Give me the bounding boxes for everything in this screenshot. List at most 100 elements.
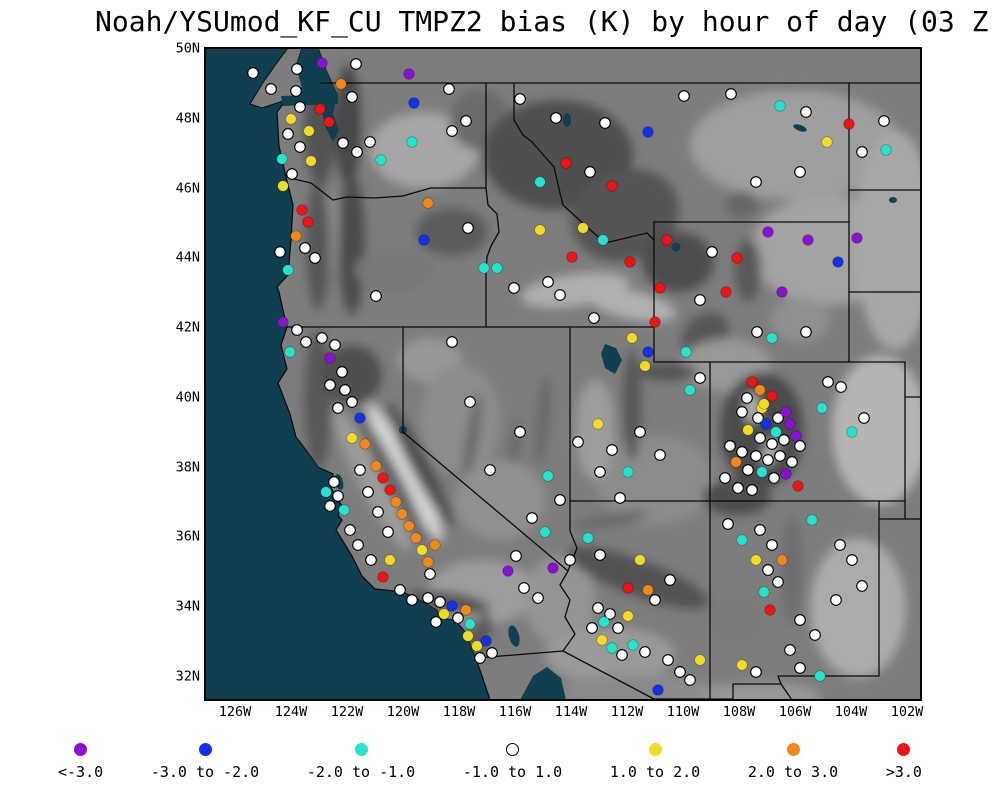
station-dot <box>362 486 374 498</box>
station-dot <box>616 649 628 661</box>
station-dot <box>582 532 594 544</box>
station-dot <box>754 524 766 536</box>
station-dot <box>344 524 356 536</box>
station-dot <box>720 286 732 298</box>
station-dot <box>742 464 754 476</box>
legend-dot <box>897 743 911 756</box>
lat-tick-label: 42N <box>176 320 200 336</box>
station-dot <box>762 226 774 238</box>
legend-label: 2.0 to 3.0 <box>747 763 839 781</box>
station-dot <box>560 157 572 169</box>
station-dot <box>800 106 812 118</box>
station-dot <box>772 412 784 424</box>
station-dot <box>762 564 774 576</box>
lon-tick-label: 112W <box>611 704 644 720</box>
station-dot <box>491 262 503 274</box>
station-dot <box>539 526 551 538</box>
station-dot <box>736 534 748 546</box>
station-dot <box>460 115 472 127</box>
station-dot <box>294 101 306 113</box>
station-dot <box>324 379 336 391</box>
station-dot <box>416 544 428 556</box>
legend-item: 1.0 to 2.0 <box>610 733 700 795</box>
station-dot <box>634 554 646 566</box>
station-dot <box>843 118 855 130</box>
station-dot <box>375 154 387 166</box>
strait-of-georgia <box>296 48 338 98</box>
station-dot <box>764 604 776 616</box>
station-dot <box>661 234 673 246</box>
station-dot <box>377 571 389 583</box>
station-dot <box>462 630 474 642</box>
station-dot <box>742 424 754 436</box>
station-dot <box>724 440 736 452</box>
station-dot <box>830 594 842 606</box>
station-dot <box>324 352 336 364</box>
station-dot <box>599 117 611 129</box>
station-dot <box>622 610 634 622</box>
lon-tick-label: 114W <box>555 704 588 720</box>
station-dot <box>572 436 584 448</box>
station-dot <box>634 426 646 438</box>
lon-tick-label: 124W <box>275 704 308 720</box>
latitude-axis-labels: 50N 48N 46N 44N 42N 40N 38N 36N 34N 32N <box>176 41 200 685</box>
station-dot <box>296 204 308 216</box>
station-dot <box>359 438 371 450</box>
station-dots-layer <box>247 57 892 696</box>
station-dot <box>794 614 806 626</box>
lon-tick-label: 102W <box>891 704 924 720</box>
lon-tick-label: 106W <box>779 704 812 720</box>
station-dot <box>446 125 458 137</box>
station-dot <box>594 466 606 478</box>
station-dot <box>514 93 526 105</box>
station-dot <box>832 256 844 268</box>
station-dot <box>285 113 297 125</box>
station-dot <box>422 592 434 604</box>
station-dot <box>316 332 328 344</box>
station-dot <box>622 466 634 478</box>
station-dot <box>654 449 666 461</box>
station-dot <box>337 137 349 149</box>
great-salt-lake <box>601 344 622 374</box>
station-dot <box>750 176 762 188</box>
station-dot <box>534 224 546 236</box>
station-dot <box>406 594 418 606</box>
legend-item: <-3.0 <box>58 733 103 795</box>
station-dot <box>446 600 458 612</box>
station-dot <box>394 584 406 596</box>
station-dot <box>758 586 770 598</box>
station-dot <box>320 486 332 498</box>
station-dot <box>750 666 762 678</box>
station-dot <box>474 652 486 664</box>
station-dot <box>584 166 596 178</box>
station-dot <box>776 286 788 298</box>
station-dot <box>678 90 690 102</box>
station-dot <box>577 222 589 234</box>
station-dot <box>741 392 753 404</box>
station-dot <box>649 594 661 606</box>
station-dot <box>706 246 718 258</box>
legend-dot <box>786 743 800 756</box>
legend-dot <box>648 743 662 756</box>
station-dot <box>846 554 858 566</box>
station-dot <box>598 616 610 628</box>
station-dot <box>639 360 651 372</box>
station-dot <box>719 472 731 484</box>
station-dot <box>336 366 348 378</box>
station-dot <box>508 282 520 294</box>
station-dot <box>390 496 402 508</box>
station-dot <box>766 332 778 344</box>
station-dot <box>766 539 778 551</box>
station-dot <box>514 426 526 438</box>
station-dot <box>684 674 696 686</box>
station-dot <box>774 450 786 462</box>
legend-item: -3.0 to -2.0 <box>151 733 259 795</box>
station-dot <box>674 666 686 678</box>
station-dot <box>550 112 562 124</box>
station-dot <box>464 396 476 408</box>
station-dot <box>328 476 340 488</box>
flathead-lake <box>563 113 571 127</box>
station-dot <box>776 554 788 566</box>
station-dot <box>774 100 786 112</box>
station-dot <box>372 506 384 518</box>
